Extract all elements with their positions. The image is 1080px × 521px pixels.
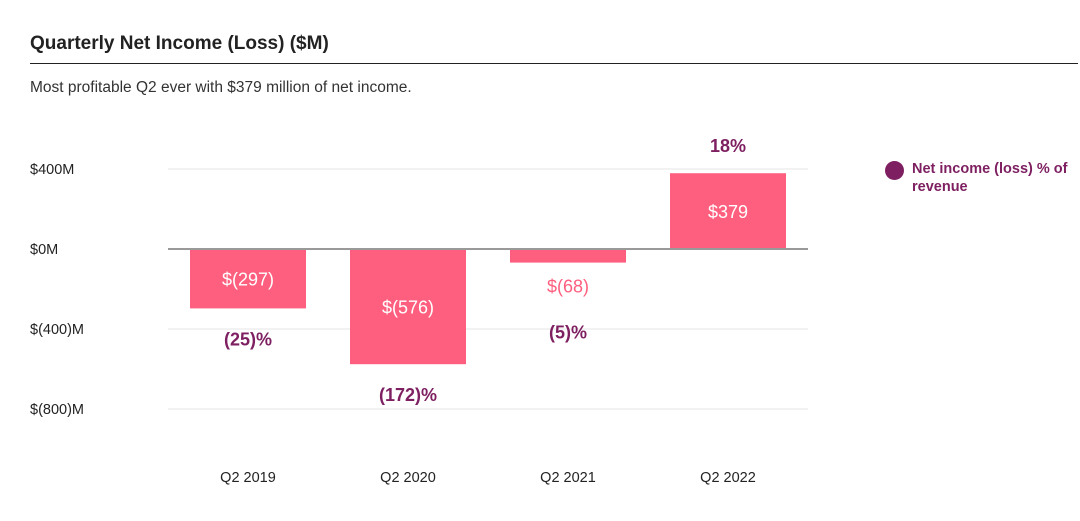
legend-label: Net income (loss) % of revenue — [912, 161, 1068, 195]
bar — [350, 249, 466, 365]
percent-label: 18% — [710, 136, 746, 156]
title-divider — [30, 63, 1078, 64]
bar — [190, 249, 306, 309]
chart-subtitle: Most profitable Q2 ever with $379 millio… — [30, 79, 412, 96]
legend-swatch — [885, 161, 904, 180]
bar — [510, 249, 626, 263]
chart-title: Quarterly Net Income (Loss) ($M) — [30, 33, 329, 54]
y-tick-label: $0M — [30, 242, 58, 258]
bar-value-label: $(576) — [382, 298, 434, 318]
x-tick-label: Q2 2019 — [220, 470, 276, 486]
percent-label: (5)% — [549, 323, 587, 343]
x-tick-label: Q2 2020 — [380, 470, 436, 486]
bar — [670, 173, 786, 249]
x-tick-label: Q2 2022 — [700, 470, 756, 486]
bar-value-label: $(68) — [547, 277, 589, 297]
percent-label: (25)% — [224, 329, 272, 349]
y-tick-label: $400M — [30, 162, 74, 178]
x-tick-label: Q2 2021 — [540, 470, 596, 486]
bar-value-label: $(297) — [222, 270, 274, 290]
y-tick-label: $(400)M — [30, 322, 84, 338]
bar-value-label: $379 — [708, 202, 748, 222]
y-tick-label: $(800)M — [30, 402, 84, 418]
percent-label: (172)% — [379, 385, 437, 405]
